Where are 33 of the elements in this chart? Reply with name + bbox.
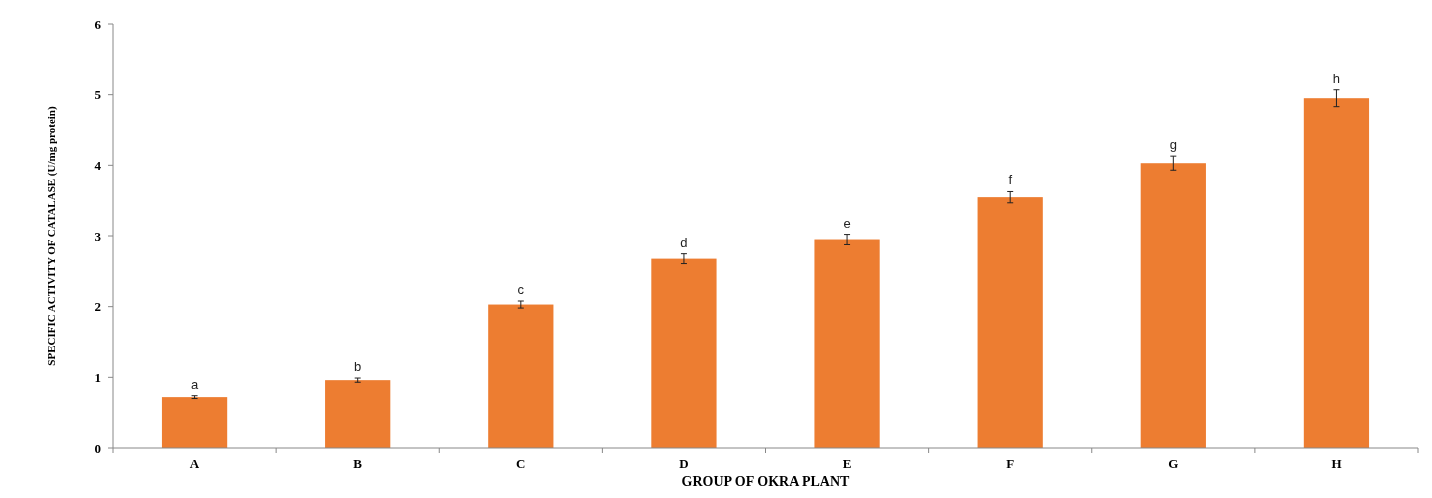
bar (488, 304, 554, 448)
x-tick-label: B (353, 456, 363, 471)
bar (1140, 163, 1206, 448)
x-tick-label: H (1331, 456, 1342, 471)
annotation: f (1008, 172, 1013, 188)
y-tick-label: 3 (94, 228, 102, 244)
x-tick-label: E (842, 456, 852, 471)
x-tick-label: C (516, 456, 526, 471)
bar (814, 239, 880, 448)
annotation: d (680, 234, 688, 250)
x-tick-label: D (679, 456, 689, 471)
bar (977, 197, 1043, 448)
x-tick-label: G (1168, 456, 1179, 471)
annotation: c (517, 282, 525, 298)
annotation: a (190, 376, 199, 392)
bar (161, 397, 228, 448)
x-tick-label: F (1006, 456, 1015, 471)
y-tick-label: 0 (94, 440, 101, 456)
bar (651, 258, 717, 448)
bar (1303, 98, 1370, 448)
bar (325, 380, 391, 448)
x-axis-title: GROUP OF OKRA PLANT (681, 474, 851, 489)
y-tick-label: 4 (94, 157, 102, 173)
annotation: g (1169, 137, 1177, 153)
annotation: e (843, 215, 851, 231)
y-tick-label: 2 (94, 299, 101, 315)
y-tick-label: 6 (94, 16, 102, 32)
y-tick-label: 5 (94, 87, 102, 103)
x-tick-label: A (189, 456, 200, 471)
annotation: b (354, 359, 362, 375)
y-axis-title: SPECIFIC ACTIVITY OF CATALASE (U/mg protein) (45, 106, 58, 366)
annotation: h (1332, 70, 1341, 86)
y-tick-label: 1 (94, 369, 101, 385)
